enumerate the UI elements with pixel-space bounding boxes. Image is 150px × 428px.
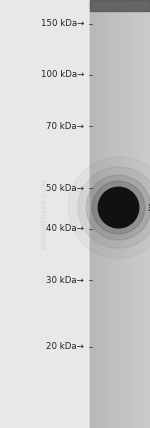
Bar — [108, 0, 110, 428]
Text: 30 kDa→: 30 kDa→ — [46, 276, 84, 285]
Bar — [117, 0, 118, 428]
Bar — [105, 0, 106, 428]
Bar — [90, 0, 92, 428]
Bar — [103, 0, 105, 428]
Ellipse shape — [92, 181, 145, 234]
Text: 50 kDa→: 50 kDa→ — [46, 184, 84, 193]
Bar — [90, 0, 150, 428]
Bar — [136, 0, 138, 428]
Bar — [111, 0, 112, 428]
Bar — [148, 0, 150, 428]
Text: WWW.PTGLAB.COM: WWW.PTGLAB.COM — [42, 179, 48, 249]
Bar — [102, 0, 104, 428]
Bar — [94, 0, 96, 428]
Bar — [123, 0, 124, 428]
Bar — [120, 0, 122, 428]
Bar — [99, 0, 100, 428]
Ellipse shape — [98, 187, 139, 228]
Bar — [90, 0, 150, 11]
Bar — [116, 0, 117, 428]
Bar — [129, 0, 130, 428]
Bar — [134, 0, 135, 428]
Text: 20 kDa→: 20 kDa→ — [46, 342, 84, 351]
Bar — [140, 0, 141, 428]
Text: 150 kDa→: 150 kDa→ — [41, 19, 84, 28]
Bar — [114, 0, 116, 428]
Bar — [138, 0, 140, 428]
Bar — [126, 0, 128, 428]
Text: 40 kDa→: 40 kDa→ — [46, 224, 84, 234]
Bar — [112, 0, 114, 428]
Bar — [135, 0, 136, 428]
Bar — [106, 0, 108, 428]
Bar — [93, 0, 94, 428]
Bar — [147, 0, 148, 428]
Bar — [96, 0, 98, 428]
Bar — [141, 0, 142, 428]
Ellipse shape — [86, 175, 150, 240]
Text: 70 kDa→: 70 kDa→ — [46, 122, 84, 131]
Bar — [132, 0, 134, 428]
Bar — [98, 0, 99, 428]
Bar — [128, 0, 129, 428]
Ellipse shape — [78, 167, 150, 248]
Bar — [92, 0, 93, 428]
Bar — [118, 0, 120, 428]
Bar — [110, 0, 111, 428]
Bar — [122, 0, 123, 428]
Bar — [142, 0, 144, 428]
Bar — [124, 0, 126, 428]
Bar — [100, 0, 102, 428]
Bar — [144, 0, 146, 428]
Bar — [130, 0, 132, 428]
Bar — [146, 0, 147, 428]
Text: 100 kDa→: 100 kDa→ — [41, 70, 84, 80]
